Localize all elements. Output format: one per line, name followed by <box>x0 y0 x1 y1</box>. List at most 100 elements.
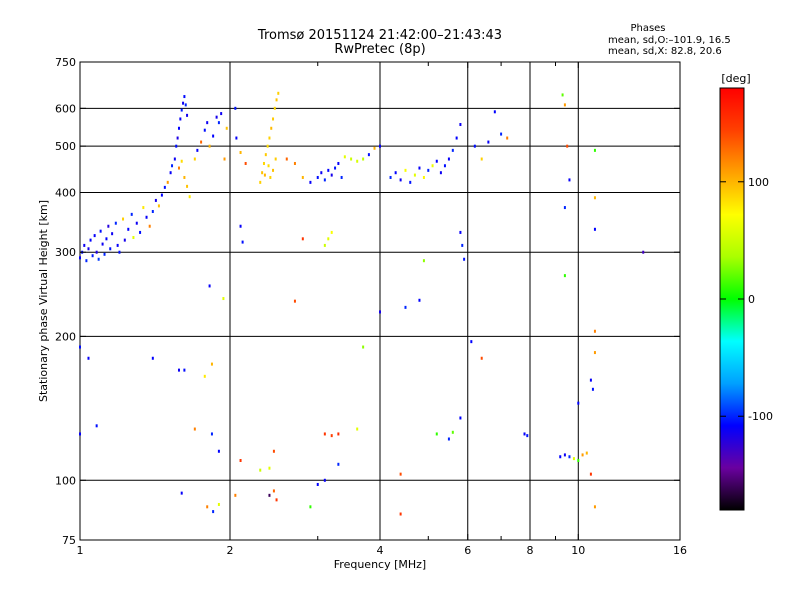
echo-point <box>130 212 133 216</box>
echo-point <box>585 451 588 455</box>
echo-point <box>217 449 220 453</box>
echo-point <box>404 305 407 309</box>
echo-point <box>273 106 276 110</box>
echo-point <box>323 432 326 436</box>
echo-point <box>118 250 121 254</box>
echo-point <box>268 466 271 470</box>
echo-point <box>109 247 112 251</box>
echo-point <box>160 193 163 197</box>
echo-point <box>439 171 442 175</box>
echo-point <box>269 175 272 179</box>
colorbar-unit-label: [deg] <box>721 72 750 85</box>
y-tick-label: 200 <box>55 330 76 343</box>
echo-point <box>337 432 340 436</box>
echo-point <box>409 180 412 184</box>
echo-point <box>459 123 462 127</box>
echo-point <box>356 427 359 431</box>
echo-point <box>239 224 242 228</box>
echo-point <box>175 144 178 148</box>
echo-point <box>301 237 304 241</box>
echo-point <box>206 121 209 125</box>
echo-point <box>563 274 566 278</box>
echo-point <box>593 329 596 333</box>
echo-point <box>379 144 381 148</box>
x-tick-label: 2 <box>227 544 234 557</box>
echo-point <box>642 250 645 254</box>
echo-point <box>210 432 213 436</box>
x-tick-label: 8 <box>527 544 534 557</box>
echo-point <box>309 180 312 184</box>
echo-point <box>203 128 206 132</box>
echo-point <box>208 284 211 288</box>
echo-point <box>473 144 476 148</box>
echo-point <box>241 240 244 244</box>
echo-point <box>559 455 562 459</box>
echo-point <box>320 171 323 175</box>
echo-point <box>422 175 425 179</box>
echo-point <box>293 299 296 303</box>
echo-point <box>459 416 462 420</box>
echo-point <box>206 505 209 509</box>
echo-point <box>589 378 592 382</box>
echo-point <box>367 153 370 157</box>
echo-point <box>362 157 365 161</box>
echo-point <box>572 457 575 461</box>
echo-point <box>330 230 333 234</box>
y-tick-label: 300 <box>55 246 76 259</box>
echo-point <box>270 126 273 130</box>
echo-point <box>212 510 215 514</box>
x-tick-label: 16 <box>673 544 687 557</box>
echo-point <box>179 117 182 121</box>
echo-point <box>323 478 326 482</box>
plot-area: 1 2 4 6 8 10 16 75 100 200 300 400 500 600 750 <box>55 56 687 557</box>
echo-point <box>239 150 242 154</box>
y-tick-label: 100 <box>55 474 76 487</box>
echo-point <box>418 298 421 302</box>
echo-point <box>79 432 81 436</box>
echo-point <box>568 178 571 182</box>
stats-heading: Phases <box>630 23 665 34</box>
echo-point <box>87 247 90 251</box>
echo-point <box>200 140 203 144</box>
echo-point <box>145 215 148 219</box>
echo-point <box>169 171 172 175</box>
colorbar-tick-label: 100 <box>748 176 769 189</box>
echo-point <box>337 161 340 165</box>
echo-point <box>177 126 180 130</box>
echo-point <box>186 184 189 188</box>
echo-point <box>116 243 119 247</box>
x-tick-label: 10 <box>571 544 585 557</box>
echo-point <box>343 155 346 159</box>
echo-point <box>379 310 381 314</box>
echo-point <box>593 505 596 509</box>
echo-point <box>210 362 213 366</box>
echo-point <box>463 257 466 261</box>
echo-point <box>186 113 189 117</box>
echo-point <box>589 472 592 476</box>
echo-point <box>272 489 275 493</box>
echo-point <box>180 491 183 495</box>
echo-point <box>323 243 326 247</box>
echo-point <box>293 161 296 165</box>
echo-point <box>101 242 104 246</box>
echo-point <box>79 345 81 349</box>
echo-point <box>208 144 211 148</box>
echo-point <box>593 196 596 200</box>
x-tick-label: 4 <box>377 544 384 557</box>
echo-point <box>97 257 100 261</box>
echo-point <box>327 237 330 241</box>
echo-point <box>244 161 247 165</box>
echo-point <box>166 180 169 184</box>
echo-point <box>222 297 225 301</box>
echo-point <box>177 368 180 372</box>
echo-point <box>95 424 98 428</box>
echo-point <box>470 340 473 344</box>
echo-point <box>451 430 454 434</box>
echo-point <box>220 112 223 116</box>
x-axis-label: Frequency [MHz] <box>334 558 426 571</box>
echo-point <box>418 166 421 170</box>
y-axis-ticks: 75 100 200 300 400 500 600 750 <box>55 56 680 547</box>
echo-point <box>154 198 157 202</box>
echo-point <box>480 356 483 360</box>
